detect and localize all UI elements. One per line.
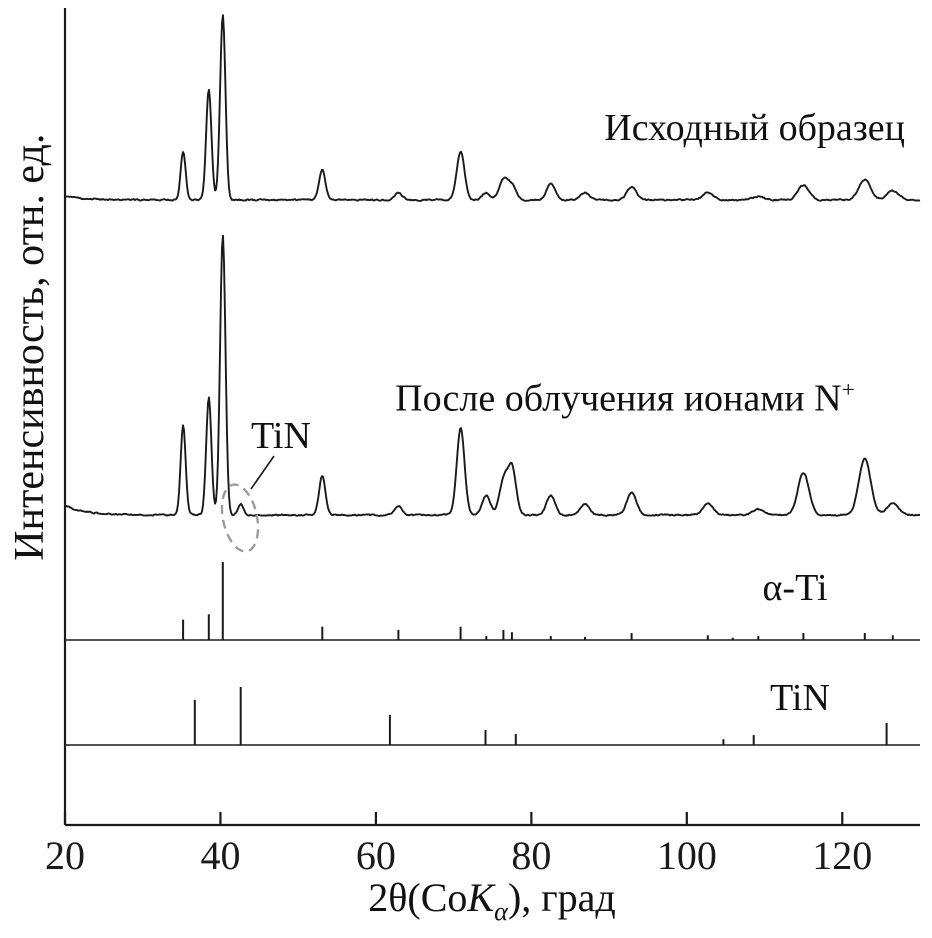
x-tick-label: 60	[356, 833, 396, 878]
tin-ellipse-marker	[220, 483, 260, 553]
xrd-trace-initial	[64, 14, 921, 202]
x-axis-label-alpha-subscript: α	[494, 896, 508, 926]
label-alpha-ti-reference: α-Ti	[762, 567, 828, 609]
x-tick-label: 80	[511, 833, 551, 878]
x-tick-label: 120	[812, 833, 872, 878]
x-axis-label: 2θ(CoKα), град	[292, 874, 692, 928]
label-initial-sample: Исходный образец	[604, 107, 905, 149]
label-irradiated-superscript: +	[841, 377, 855, 403]
label-tin-reference: TiN	[770, 677, 830, 719]
label-irradiated-text: После облучения ионами N	[395, 377, 842, 420]
x-axis-label-post: ), град	[507, 875, 616, 920]
label-tin-annotation: TiN	[251, 415, 311, 457]
x-tick-label: 100	[657, 833, 717, 878]
plot-dynamic-layer: 20 40 60 80 100 120	[45, 8, 921, 878]
x-axis-label-k-italic: K	[467, 875, 495, 920]
y-axis-label: Интенсивность, отн. ед.	[6, 133, 53, 561]
xrd-trace-irradiated	[64, 234, 921, 517]
x-tick-label: 20	[45, 833, 85, 878]
tin-annotation-pointer-line	[250, 455, 275, 490]
label-irradiated-sample: После облучения ионами N+	[360, 376, 890, 422]
x-axis-label-pre: 2θ(Co	[368, 875, 468, 920]
x-tick-label: 40	[200, 833, 240, 878]
